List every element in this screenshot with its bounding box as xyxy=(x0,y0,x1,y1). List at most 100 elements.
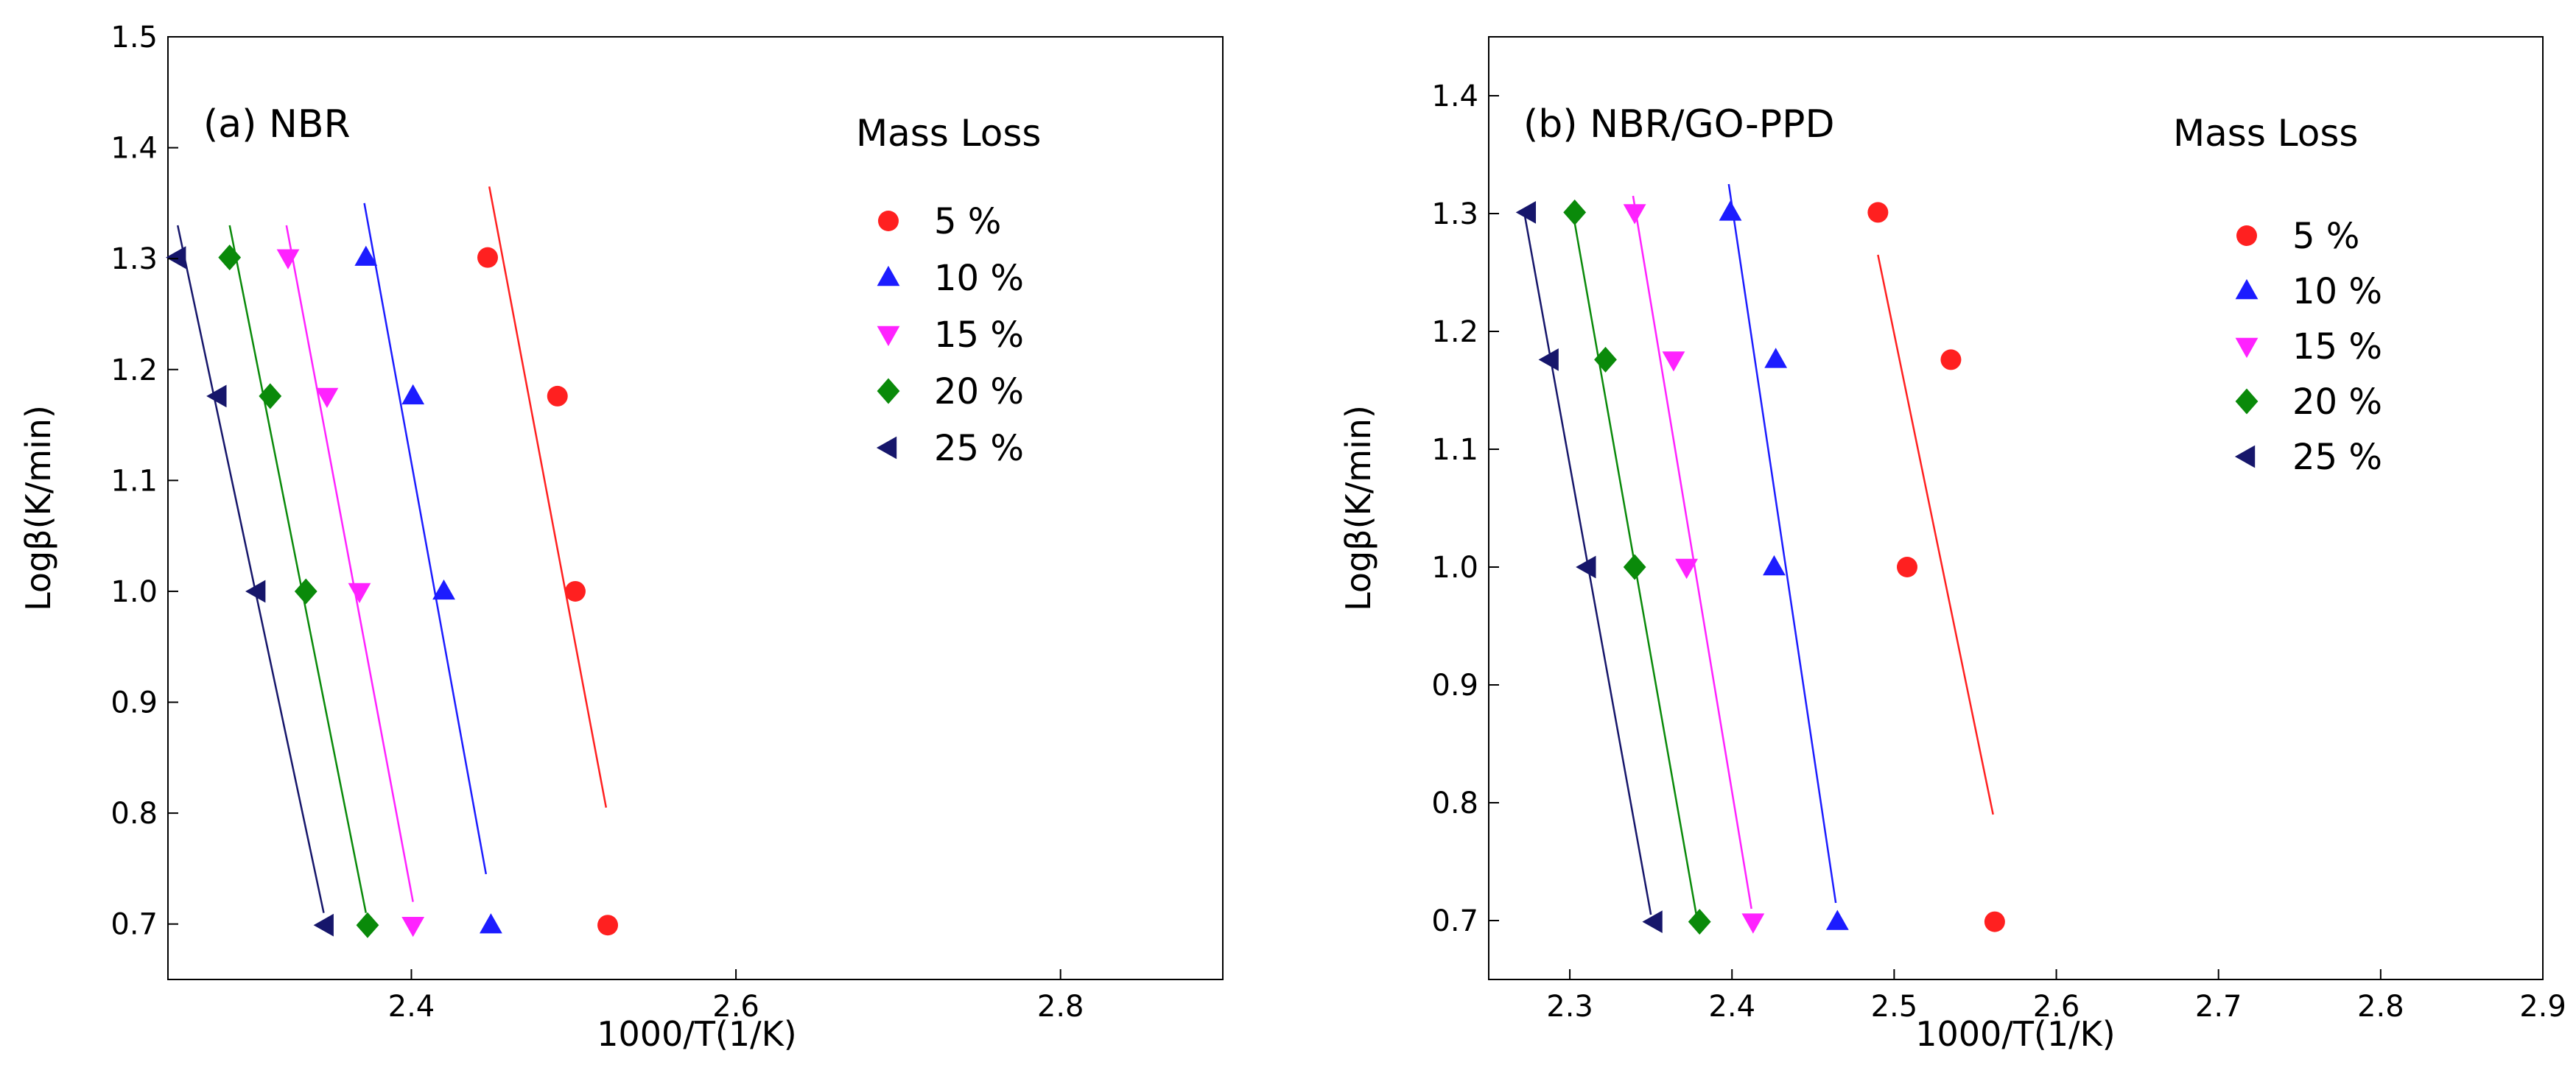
legend-label: 20 % xyxy=(934,371,1024,412)
data-point xyxy=(1940,349,1962,370)
data-point xyxy=(547,385,568,407)
legend-label: 10 % xyxy=(934,258,1024,299)
data-point xyxy=(166,246,186,270)
y-tick-label: 1.4 xyxy=(1431,80,1478,113)
chart-panel-b: 2.3 2.4 2.5 2.6 2.7 2.8 2.9 0.7 0.8 0.9 1.0 1.1 1.2… xyxy=(1338,36,2566,1054)
data-point xyxy=(564,580,586,602)
fit-line xyxy=(1727,183,1837,904)
y-axis-label: Logβ(K/min) xyxy=(18,405,58,611)
legend: Mass Loss 5 % 10 % 15 % 20 % 25 % xyxy=(2173,112,2382,478)
y-tick-label: 1.1 xyxy=(110,464,158,498)
fit-line xyxy=(488,186,608,808)
y-tick-label: 1.1 xyxy=(1431,433,1478,467)
data-point xyxy=(1642,910,1663,933)
data-point xyxy=(294,578,317,605)
plot-area-frame xyxy=(167,36,1224,980)
legend-label: 10 % xyxy=(2292,271,2382,312)
legend-item: 10 % xyxy=(2235,271,2382,312)
legend-label: 15 % xyxy=(934,314,1024,356)
legend-item: 15 % xyxy=(877,314,1024,356)
legend-item: 20 % xyxy=(2235,381,2382,423)
legend-label: 5 % xyxy=(934,201,1001,242)
data-point xyxy=(1623,554,1646,580)
data-point xyxy=(1675,558,1698,580)
legend-item: 5 % xyxy=(878,201,1001,242)
data-point xyxy=(1576,555,1596,579)
legend-item: 10 % xyxy=(877,258,1024,299)
y-tick-label: 0.7 xyxy=(1431,904,1478,938)
data-point xyxy=(1563,199,1587,225)
y-tick-label: 1.0 xyxy=(1431,551,1478,585)
x-tick-label: 2.4 xyxy=(388,990,435,1024)
data-points xyxy=(166,245,619,938)
data-point xyxy=(1515,201,1537,224)
data-point xyxy=(276,249,300,270)
x-axis-label: 1000/T(1/K) xyxy=(597,1014,797,1054)
fit-line xyxy=(285,225,414,902)
x-tick-label: 2.6 xyxy=(2033,990,2080,1024)
fit-line xyxy=(176,225,325,913)
legend-marker xyxy=(2234,445,2256,468)
y-axis-ticks: 0.7 0.8 0.9 1.0 1.1 1.2 1.3 1.4 1.5 xyxy=(110,21,178,942)
x-tick-label: 2.3 xyxy=(1546,990,1593,1024)
y-tick-label: 1.3 xyxy=(110,242,158,276)
legend-item: 15 % xyxy=(2235,326,2382,367)
data-point xyxy=(1741,913,1765,934)
x-axis-ticks: 2.4 2.6 2.8 xyxy=(388,969,1084,1024)
data-point xyxy=(1825,910,1849,930)
data-point xyxy=(480,913,502,934)
data-point xyxy=(401,917,425,938)
y-axis-ticks: 0.7 0.8 0.9 1.0 1.1 1.2 1.3 1.4 xyxy=(1431,80,1499,938)
data-point xyxy=(1662,351,1685,372)
data-point xyxy=(206,384,227,408)
x-tick-label: 2.8 xyxy=(1037,990,1084,1024)
legend-marker xyxy=(878,211,899,231)
legend-marker xyxy=(2235,337,2259,359)
legend-title: Mass Loss xyxy=(856,112,1041,155)
y-tick-label: 1.4 xyxy=(110,132,158,166)
legend-label: 25 % xyxy=(2292,437,2382,478)
data-point xyxy=(218,245,242,271)
x-tick-label: 2.4 xyxy=(1708,990,1755,1024)
data-points xyxy=(1515,199,2005,935)
y-tick-label: 0.8 xyxy=(1431,787,1478,820)
data-point xyxy=(245,580,266,603)
legend: Mass Loss 5 % 10 % 15 % 20 % 25 % xyxy=(856,112,1041,469)
fit-lines xyxy=(176,186,608,913)
y-tick-label: 0.8 xyxy=(110,797,158,831)
data-point xyxy=(356,912,379,938)
panel-label: (a) NBR xyxy=(203,102,351,147)
data-point xyxy=(1538,348,1559,371)
data-point xyxy=(1623,204,1646,225)
y-tick-label: 0.9 xyxy=(1431,669,1478,703)
data-point xyxy=(1764,348,1788,368)
y-tick-label: 0.7 xyxy=(110,908,158,942)
y-tick-label: 1.2 xyxy=(1431,315,1478,349)
fit-line xyxy=(1877,254,1994,815)
chart-panel-a: 2.4 2.6 2.8 0.7 0.8 0.9 1.0 1.1 1.2 1.3 1.4 1.5 (a… xyxy=(18,21,1224,1054)
x-axis-ticks: 2.3 2.4 2.5 2.6 2.7 2.8 2.9 xyxy=(1546,969,2566,1024)
data-point xyxy=(1594,346,1617,373)
plot-area-frame xyxy=(1488,36,2544,980)
fit-line xyxy=(228,225,368,913)
data-point xyxy=(259,383,282,409)
y-axis-label: Logβ(K/min) xyxy=(1338,405,1378,611)
legend-title: Mass Loss xyxy=(2173,112,2358,155)
data-point xyxy=(1984,911,2005,932)
legend-item: 20 % xyxy=(877,371,1024,412)
fit-line xyxy=(1632,195,1752,910)
legend-marker xyxy=(2235,278,2259,300)
data-point xyxy=(348,583,371,604)
data-point xyxy=(432,579,455,600)
y-tick-label: 1.5 xyxy=(110,21,158,54)
data-point xyxy=(477,247,499,268)
y-tick-label: 1.2 xyxy=(110,353,158,387)
x-tick-label: 2.6 xyxy=(712,990,759,1024)
data-point xyxy=(1763,555,1786,576)
x-axis-label: 1000/T(1/K) xyxy=(1915,1014,2116,1054)
x-tick-label: 2.9 xyxy=(2519,990,2566,1024)
legend-item: 5 % xyxy=(2236,216,2359,257)
legend-marker xyxy=(877,378,900,404)
legend-marker xyxy=(877,265,900,286)
